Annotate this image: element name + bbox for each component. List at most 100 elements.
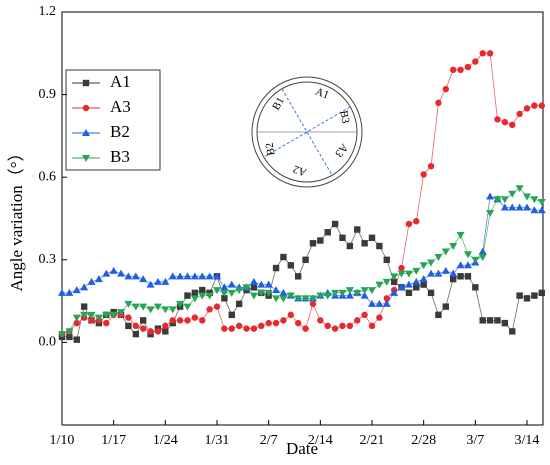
data-point (501, 118, 509, 126)
data-point (102, 269, 111, 277)
data-point (257, 280, 266, 288)
data-point (413, 284, 420, 291)
x-tick-label: 2/21 (360, 433, 385, 448)
data-point (94, 314, 103, 322)
data-point (345, 287, 354, 295)
data-point (317, 317, 324, 324)
y-tick-label: 1.2 (39, 4, 57, 19)
x-axis-label: Date (286, 439, 318, 458)
data-point (508, 190, 517, 198)
data-point (382, 299, 391, 307)
data-point (198, 292, 207, 300)
data-point (376, 314, 383, 321)
data-point (294, 295, 303, 303)
x-tick-label: 3/7 (466, 433, 484, 448)
data-point (346, 242, 354, 250)
data-point (250, 325, 258, 332)
series-line (62, 223, 542, 341)
data-point (523, 203, 532, 211)
data-point (272, 295, 281, 303)
data-point (146, 306, 155, 314)
data-point (530, 206, 539, 214)
data-point (449, 66, 457, 74)
data-point (397, 270, 406, 278)
data-point (435, 99, 442, 107)
data-point (398, 264, 405, 272)
data-point (317, 237, 324, 244)
data-point (339, 234, 346, 241)
data-point (375, 299, 384, 307)
legend-box (65, 69, 161, 171)
data-point (294, 319, 302, 327)
data-point (124, 272, 133, 280)
data-point (486, 50, 494, 57)
data-point (286, 292, 295, 300)
data-point (442, 85, 450, 93)
data-point (72, 286, 81, 294)
data-point (397, 283, 406, 291)
data-point (162, 322, 169, 330)
data-point (272, 319, 280, 327)
data-point (360, 287, 369, 295)
data-point (457, 273, 464, 280)
data-point (420, 281, 427, 288)
data-point (272, 264, 280, 272)
data-point (331, 220, 339, 228)
data-point (124, 300, 133, 308)
data-point (463, 251, 472, 259)
data-point (109, 266, 118, 274)
x-tick-label: 2/7 (260, 433, 278, 448)
data-point (153, 277, 162, 285)
data-point (88, 317, 95, 324)
data-point (168, 272, 177, 280)
data-point (419, 262, 428, 270)
data-point (272, 286, 281, 294)
series-line (61, 187, 542, 335)
data-point (227, 289, 236, 297)
data-point (109, 311, 118, 319)
data-point (456, 261, 465, 269)
data-point (390, 273, 399, 281)
data-point (345, 291, 354, 299)
data-point (199, 286, 206, 294)
data-point (176, 300, 185, 308)
data-point (213, 303, 221, 310)
data-point (427, 162, 435, 170)
data-point (205, 292, 214, 300)
data-point (190, 295, 199, 303)
data-point (501, 319, 509, 327)
inset-label: B2 (264, 142, 278, 157)
data-point (243, 325, 250, 332)
data-point (280, 317, 287, 324)
data-point (94, 275, 103, 283)
data-point (191, 314, 199, 321)
data-point (102, 311, 111, 319)
data-point (478, 254, 487, 262)
data-point (449, 275, 457, 283)
data-point (87, 311, 96, 319)
legend-marker (82, 79, 90, 87)
data-point (472, 284, 479, 291)
data-point (382, 278, 391, 286)
inset-axis (263, 106, 351, 158)
data-point (287, 262, 295, 269)
data-point (383, 256, 390, 263)
data-point (221, 325, 228, 332)
data-point (494, 317, 501, 324)
data-point (132, 322, 140, 330)
inset-label: A1 (314, 86, 331, 102)
data-point (125, 314, 132, 321)
data-point (302, 325, 309, 332)
data-point (360, 291, 369, 299)
plot-frame (61, 11, 544, 426)
data-point (368, 322, 376, 330)
data-point (184, 292, 191, 299)
y-tick-label: 0.0 (39, 335, 57, 350)
data-point (368, 287, 377, 295)
data-point (80, 283, 89, 291)
data-point (441, 266, 450, 274)
data-point (464, 63, 472, 71)
data-point (538, 102, 545, 109)
data-point (242, 284, 251, 292)
